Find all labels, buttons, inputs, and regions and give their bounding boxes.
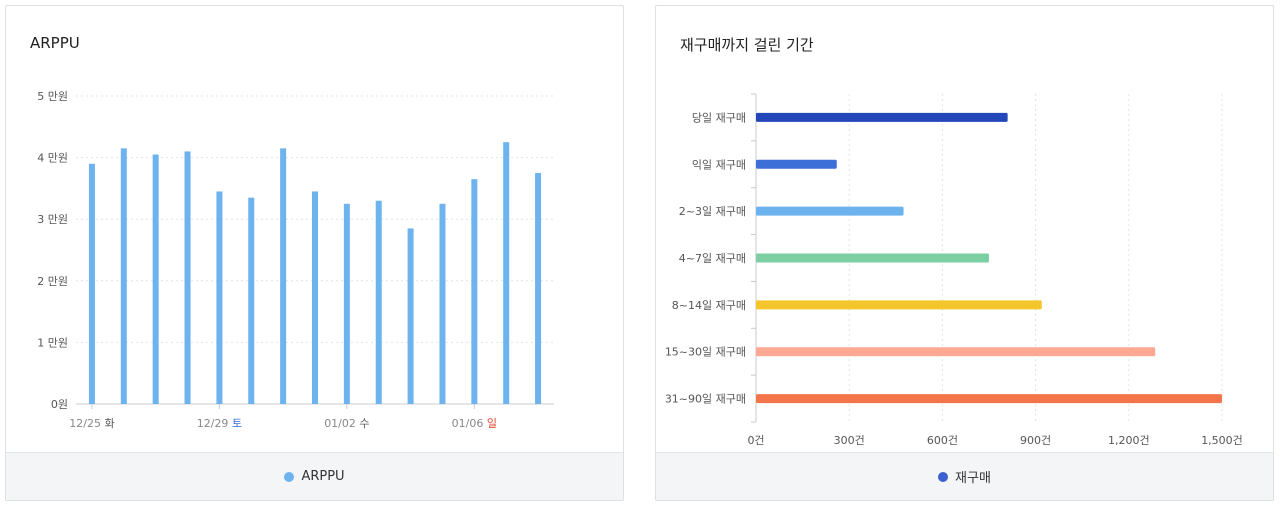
y-tick-label: 0원 (51, 398, 68, 411)
repurchase-legend[interactable]: 재구매 (656, 452, 1273, 500)
repurchase-legend-marker (938, 471, 949, 482)
arppu-bar (503, 142, 510, 404)
x-tick-label: 900건 (1020, 434, 1051, 447)
arppu-legend-marker (284, 471, 295, 482)
y-tick-label: 5 만원 (37, 90, 68, 103)
x-tick-label: 600건 (927, 434, 958, 447)
x-tick-label: 01/06 일 (452, 416, 497, 430)
x-tick-day: 일 (487, 416, 497, 430)
x-tick-label: 12/29 토 (197, 417, 242, 430)
y-tick-label: 1 만원 (37, 336, 68, 349)
arppu-bar (471, 179, 478, 404)
arppu-bar (184, 151, 191, 404)
repurchase-chart-title: 재구매까지 걸린 기간 (680, 36, 814, 54)
arppu-bar (439, 203, 446, 404)
arppu-card: ARPPU 0원 1 만원 2 만원 3 만원 4 만원 5 만원 12/25 화 12/29… (5, 5, 624, 501)
x-tick-day: 수 (359, 417, 369, 430)
arppu-bar (216, 191, 223, 404)
x-tick-label: 1,200건 (1108, 434, 1150, 447)
arppu-bar (280, 148, 287, 404)
x-tick-day: 화 (104, 417, 114, 430)
y-tick-label: 4 만원 (37, 152, 68, 165)
repurchase-bar (756, 347, 1156, 357)
x-tick-label: 01/02 수 (324, 417, 369, 430)
x-tick-label: 300건 (834, 434, 865, 447)
y-category-label: 8~14일 재구매 (672, 298, 746, 312)
y-tick-label: 3 만원 (37, 213, 68, 226)
y-category-label: 15~30일 재구매 (665, 345, 746, 359)
x-tick-date: 12/29 (197, 417, 232, 430)
y-category-label: 31~90일 재구매 (665, 392, 746, 406)
x-tick-date: 01/06 (452, 417, 487, 430)
arppu-legend[interactable]: ARPPU (6, 452, 623, 500)
repurchase-bar (756, 394, 1222, 404)
y-category-label: 당일 재구매 (692, 110, 746, 124)
arppu-chart-title: ARPPU (30, 34, 80, 52)
arppu-bar (152, 154, 159, 404)
x-tick-label: 0건 (747, 434, 764, 447)
arppu-bar (375, 200, 382, 404)
repurchase-bar (756, 206, 904, 216)
x-tick-label: 1,500건 (1201, 434, 1243, 447)
arppu-bar (312, 191, 318, 404)
arppu-bar (88, 163, 95, 404)
y-category-label: 4~7일 재구매 (679, 251, 746, 265)
y-category-label: 익일 재구매 (692, 157, 746, 171)
x-tick-date: 01/02 (324, 417, 359, 430)
repurchase-bar (756, 159, 837, 169)
x-tick-date: 12/25 (69, 417, 104, 430)
y-category-label: 2~3일 재구매 (679, 204, 746, 218)
repurchase-bar (756, 300, 1042, 310)
arppu-bar (407, 228, 414, 404)
arppu-bar (120, 148, 127, 404)
x-tick-day: 토 (232, 417, 242, 430)
arppu-bar (248, 197, 255, 404)
repurchase-card: 재구매까지 걸린 기간 0건 300건 600건 900건 1,200건 1,500건 당일… (655, 5, 1274, 501)
repurchase-legend-label: 재구매 (955, 471, 991, 486)
repurchase-bar (756, 253, 989, 263)
y-tick-label: 2 만원 (37, 275, 68, 288)
x-tick-label: 12/25 화 (69, 417, 114, 430)
arppu-legend-label: ARPPU (301, 469, 345, 484)
arppu-chart: 0원 1 만원 2 만원 3 만원 4 만원 5 만원 12/25 화 12/29 토 01/0… (37, 90, 554, 430)
arppu-bar (343, 203, 350, 404)
repurchase-bar (756, 112, 1008, 122)
arppu-bar (535, 173, 542, 404)
